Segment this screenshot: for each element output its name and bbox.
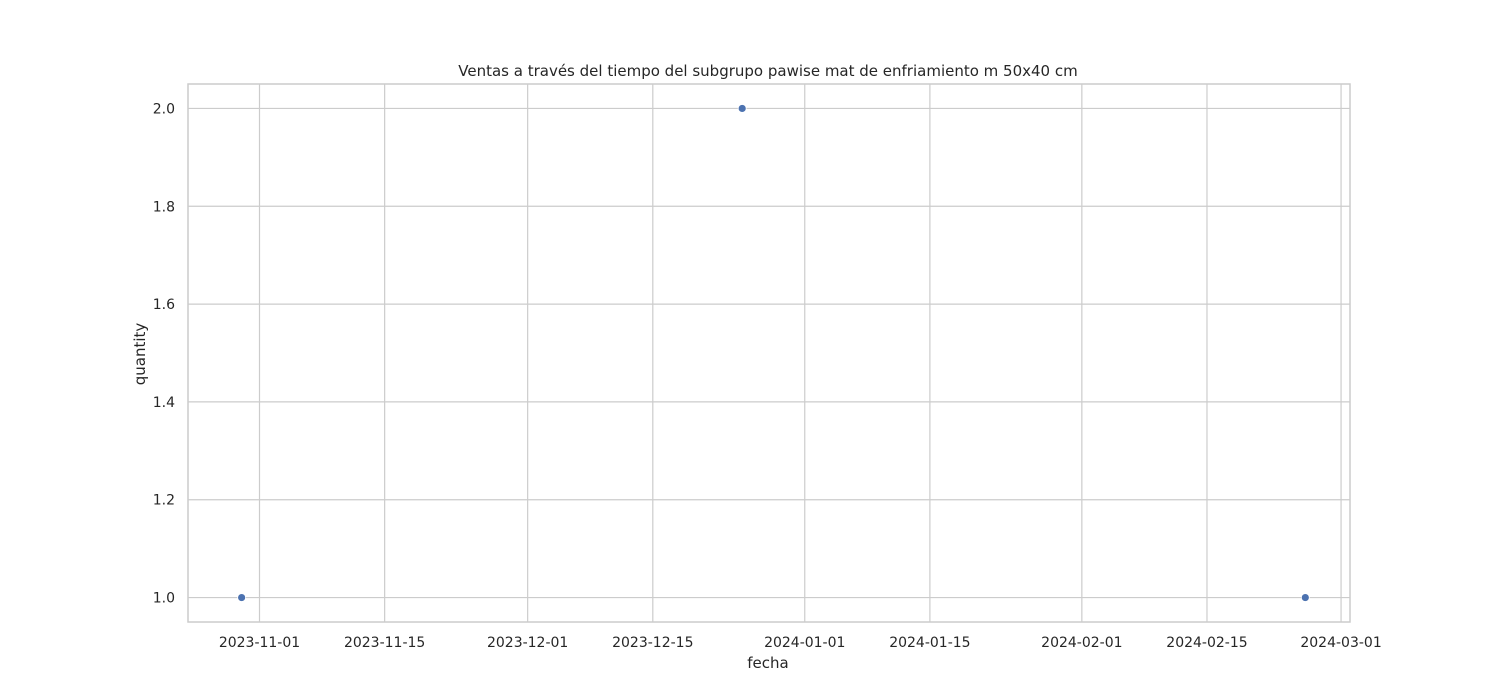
x-axis-label: fecha: [747, 654, 788, 672]
x-tick-label: 2024-02-15: [1166, 635, 1247, 651]
y-axis-label: quantity: [131, 323, 149, 386]
y-tick-label: 1.0: [153, 591, 175, 607]
x-tick-label: 2023-11-15: [344, 635, 425, 651]
x-tick-label: 2024-03-01: [1300, 635, 1381, 651]
plot-frame: [187, 83, 1351, 623]
y-tick-label: 1.4: [153, 395, 175, 411]
x-tick-label: 2024-02-01: [1041, 635, 1122, 651]
x-tick-label: 2024-01-15: [889, 635, 970, 651]
y-tick-label: 2.0: [153, 101, 175, 117]
data-point: [237, 593, 247, 602]
data-point: [737, 104, 747, 113]
y-tick-labels: 1.0 1.2 1.4 1.6 1.8 2.0: [153, 101, 175, 606]
x-tick-label: 2024-01-01: [764, 635, 845, 651]
x-tick-labels: 2023-11-01 2023-11-15 2023-12-01 2023-12-15…: [219, 635, 1382, 651]
x-tick-label: 2023-11-01: [219, 635, 300, 651]
data-points: [237, 104, 1310, 602]
y-tick-label: 1.8: [153, 199, 175, 215]
data-point: [1300, 593, 1310, 602]
chart-title: Ventas a través del tiempo del subgrupo …: [458, 62, 1077, 80]
y-tick-label: 1.6: [153, 297, 175, 313]
grid-lines: [188, 84, 1350, 622]
x-tick-label: 2023-12-01: [487, 635, 568, 651]
y-tick-label: 1.2: [153, 493, 175, 509]
x-tick-label: 2023-12-15: [612, 635, 693, 651]
